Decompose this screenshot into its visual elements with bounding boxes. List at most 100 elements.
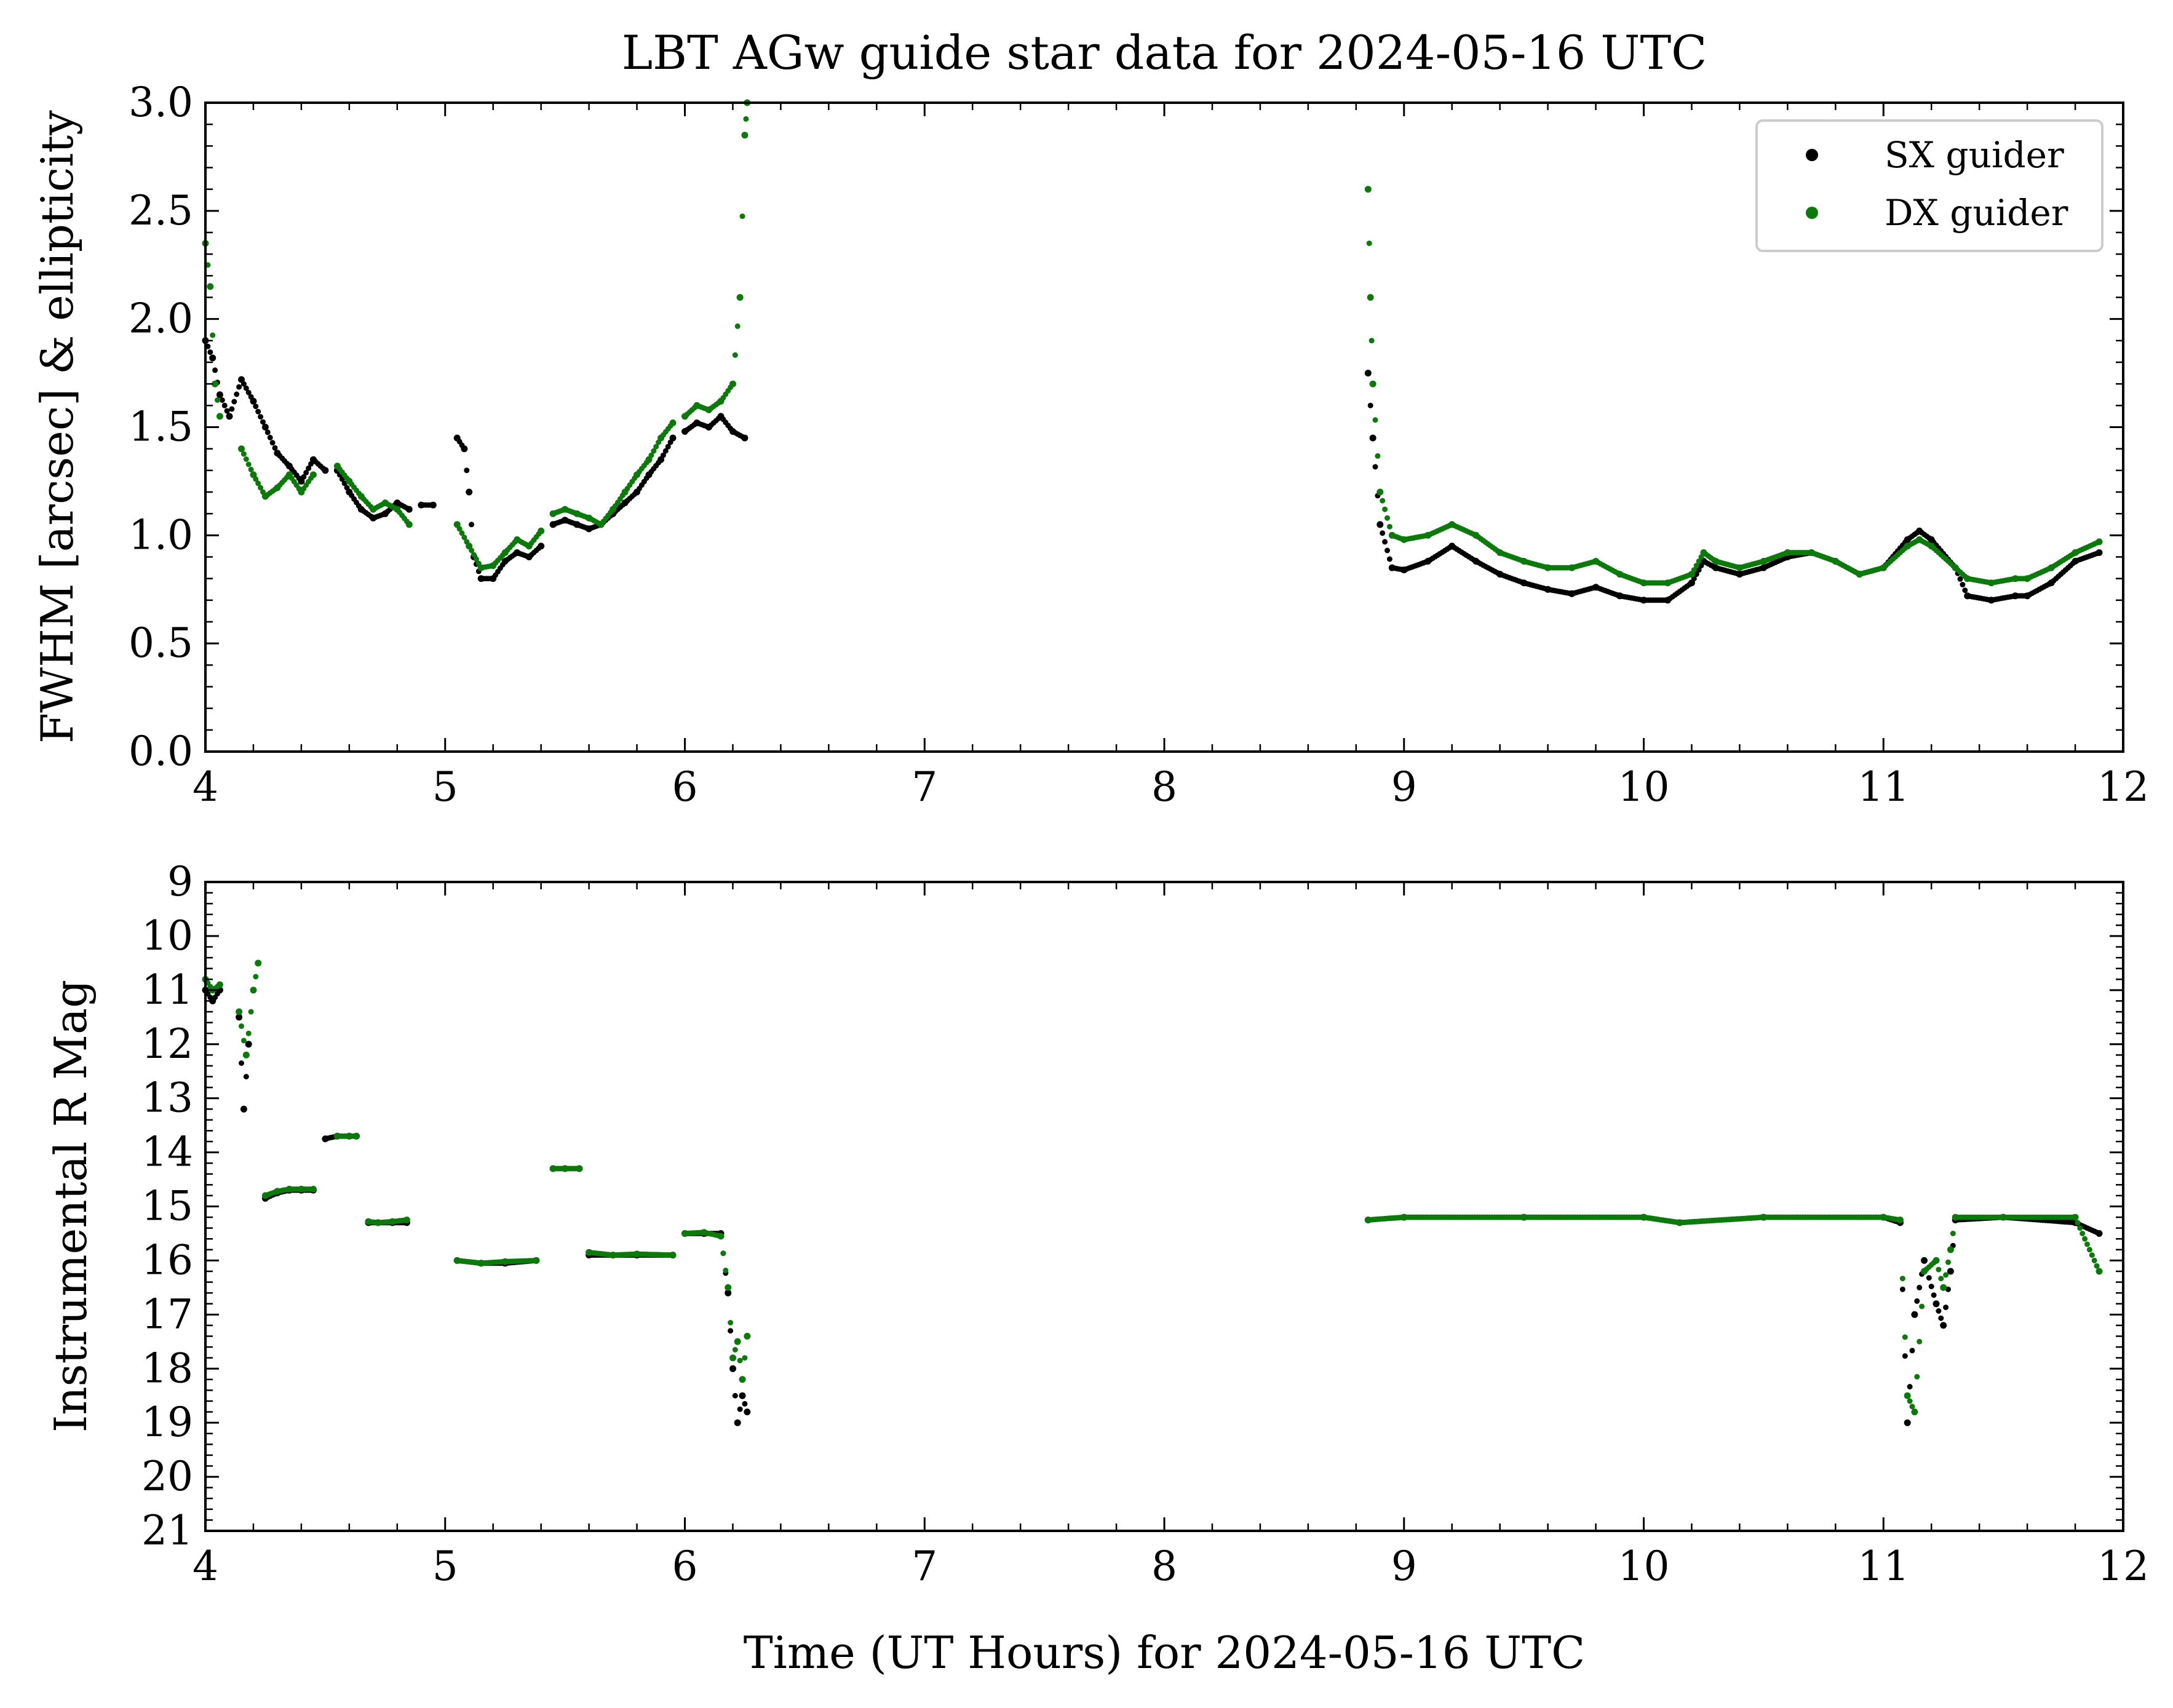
bottom-y-tick-label: 12: [141, 1020, 193, 1068]
bottom-data-point: [734, 1338, 741, 1345]
top-series-dx: [202, 99, 2103, 587]
top-data-point: [1386, 556, 1392, 562]
top-series-sx: [202, 337, 2103, 604]
bottom-data-point: [1902, 1334, 1908, 1340]
top-data-point: [236, 384, 242, 390]
bottom-data-point: [729, 1354, 736, 1362]
top-data-point: [1960, 582, 1966, 587]
bottom-x-tick-label: 9: [1391, 1543, 1417, 1590]
bottom-data-point: [744, 1408, 751, 1416]
bottom-data-point: [245, 1041, 252, 1048]
top-data-point: [461, 445, 468, 453]
bottom-data-point: [1950, 1231, 1956, 1236]
bottom-data-point: [725, 1284, 732, 1291]
bottom-data-point: [245, 1030, 252, 1036]
top-data-point: [429, 501, 437, 509]
bottom-data-point: [742, 1400, 748, 1407]
top-x-tick-label: 4: [193, 763, 218, 811]
top-data-point: [245, 461, 252, 467]
bottom-data-point: [1904, 1419, 1911, 1426]
top-data-point: [741, 434, 749, 442]
top-data-point: [301, 474, 307, 480]
top-data-point: [258, 414, 264, 420]
top-data-point: [653, 443, 659, 450]
top-data-point: [669, 419, 677, 426]
bottom-data-point: [2082, 1236, 2088, 1242]
bottom-data-point: [1945, 1259, 1951, 1265]
bottom-data-point: [1909, 1404, 1915, 1410]
bottom-data-point: [720, 1250, 726, 1257]
bottom-data-point: [1926, 1275, 1932, 1281]
top-data-point: [258, 485, 264, 491]
top-data-point: [207, 283, 214, 290]
top-data-point: [471, 552, 477, 558]
bottom-data-point: [1936, 1266, 1942, 1273]
bottom-data-point: [236, 1014, 243, 1021]
top-data-point: [219, 397, 225, 403]
bottom-x-tick-label: 5: [432, 1543, 458, 1590]
top-data-point: [309, 471, 317, 479]
top-data-point: [226, 413, 233, 420]
top-data-point: [405, 521, 413, 528]
bottom-series-dx: [202, 959, 2103, 1416]
top-data-point: [306, 465, 312, 471]
bottom-data-point: [737, 1357, 743, 1364]
top-data-point: [1376, 488, 1384, 496]
bottom-data-point: [1938, 1276, 1944, 1282]
top-data-point: [469, 522, 475, 528]
bottom-data-point: [1907, 1384, 1913, 1390]
top-data-point: [1364, 186, 1372, 193]
bottom-data-point: [729, 1365, 736, 1372]
top-data-point: [1696, 567, 1702, 573]
top-y-tick-label: 2.5: [129, 187, 193, 234]
top-y-tick-label: 3.0: [129, 79, 193, 126]
top-data-point: [459, 530, 465, 536]
bottom-data-point: [1897, 1217, 1904, 1223]
bottom-data-point: [239, 1023, 244, 1029]
bottom-y-axis-label: Instrumental R Mag: [45, 980, 97, 1432]
bottom-data-point: [248, 1009, 254, 1015]
legend-marker-sx: [1806, 149, 1818, 161]
top-data-point: [538, 527, 545, 534]
bottom-data-point: [533, 1257, 540, 1264]
bottom-data-point: [1917, 1284, 1923, 1290]
figure-title: LBT AGw guide star data for 2024-05-16 U…: [622, 25, 1707, 80]
top-y-tick-label: 1.5: [129, 403, 193, 451]
top-data-point: [1962, 587, 1968, 594]
top-panel: 4 5 6 7 8 9 10 11 12 0.0 0.5 1.0 1.5 2.0 2.5 3.0 FWHM […: [31, 79, 2149, 811]
top-x-tick-label: 10: [1618, 763, 1670, 811]
bottom-data-point: [725, 1289, 732, 1297]
top-y-tick-label: 1.0: [129, 511, 193, 558]
top-data-point: [1382, 506, 1388, 512]
top-data-point: [660, 452, 666, 458]
bottom-y-tick-label: 9: [167, 858, 193, 905]
top-data-point: [207, 349, 213, 356]
bottom-data-point: [1899, 1286, 1905, 1292]
top-data-point: [665, 443, 671, 450]
top-data-point: [221, 402, 228, 408]
bottom-data-point: [1940, 1322, 1947, 1329]
bottom-data-point: [1914, 1373, 1920, 1380]
top-data-point: [473, 556, 479, 562]
bottom-x-tick-label: 10: [1618, 1543, 1670, 1590]
top-data-point: [739, 213, 745, 220]
top-data-point: [341, 480, 348, 487]
legend: SX guider DX guider: [1755, 119, 2103, 252]
top-data-point: [2096, 538, 2103, 546]
top-data-point: [461, 534, 467, 541]
top-data-point: [1384, 515, 1390, 521]
top-data-point: [215, 397, 220, 403]
bottom-data-point: [2084, 1241, 2090, 1247]
bottom-data-point: [1919, 1303, 1925, 1309]
legend-marker-dx: [1806, 207, 1818, 219]
bottom-data-point: [1902, 1353, 1908, 1359]
bottom-y-tick-label: 15: [141, 1183, 193, 1230]
legend-box: [1755, 119, 2103, 252]
bottom-data-point: [728, 1320, 734, 1325]
top-x-tick-label: 8: [1151, 763, 1177, 811]
top-x-tick-label: 11: [1857, 763, 1909, 811]
bottom-y-tick-label: 11: [141, 966, 193, 1014]
top-data-point: [469, 547, 475, 554]
